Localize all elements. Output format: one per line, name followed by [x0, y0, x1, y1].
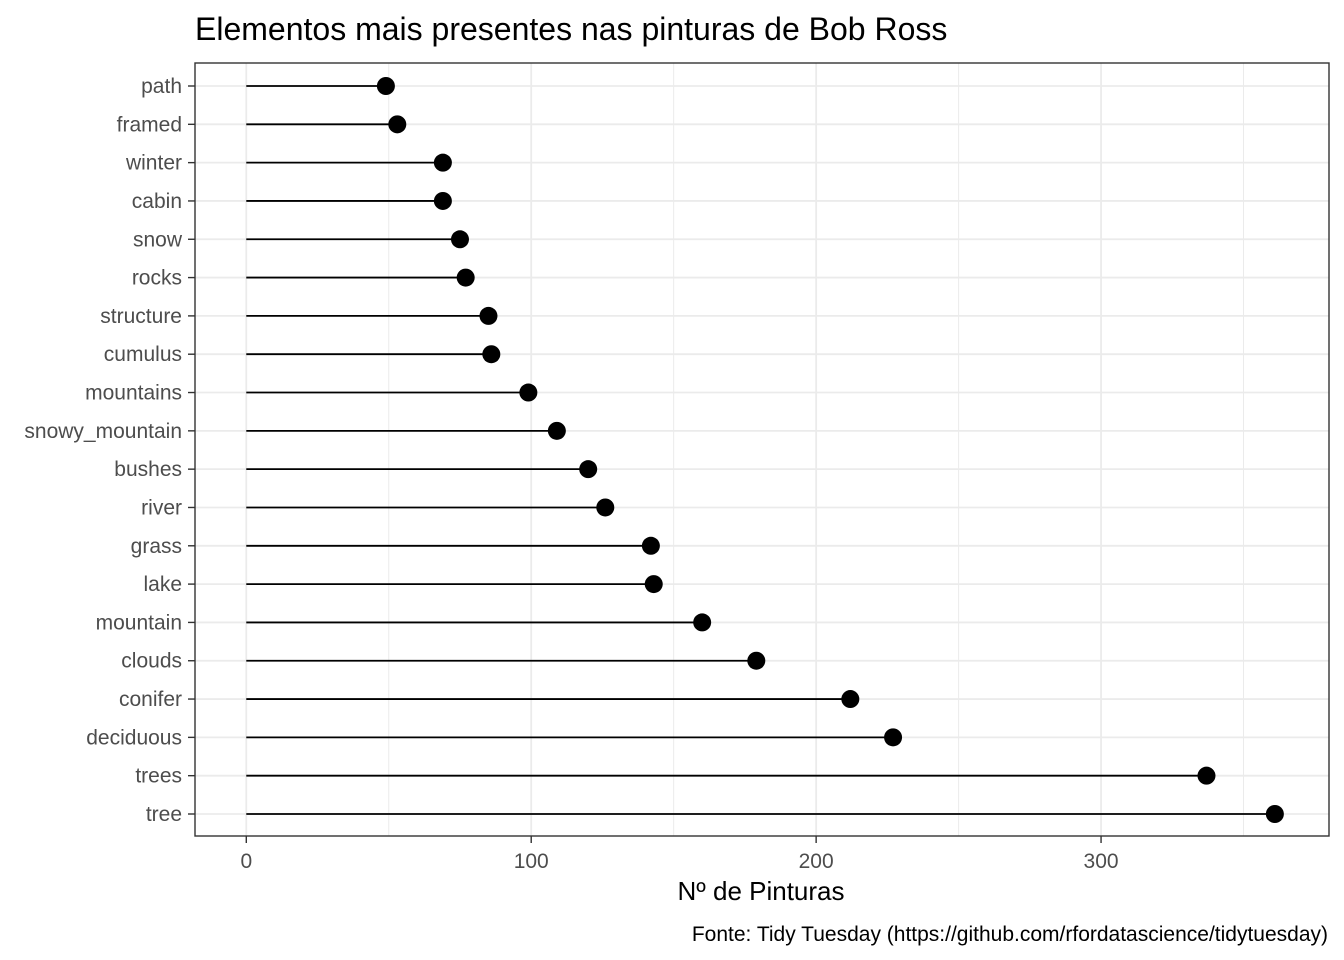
- y-tick-label: rocks: [132, 267, 182, 290]
- x-tick-label: 300: [1084, 850, 1119, 873]
- y-tick-label: snow: [133, 228, 183, 251]
- lollipop-point: [388, 115, 407, 134]
- y-tick-label: river: [141, 496, 182, 519]
- x-tick-label: 0: [240, 850, 252, 873]
- y-tick-label: cabin: [132, 190, 182, 213]
- y-tick-label: winter: [125, 152, 182, 175]
- lollipop-point: [596, 498, 615, 517]
- lollipop-point: [433, 191, 452, 210]
- y-tick-label: mountain: [96, 611, 182, 634]
- grid: [195, 63, 1329, 836]
- lollipop-point: [456, 268, 475, 287]
- x-tick-label: 100: [514, 850, 549, 873]
- y-tick-label: structure: [100, 305, 182, 328]
- lollipop-point: [1265, 805, 1284, 823]
- y-tick-label: lake: [143, 573, 182, 596]
- lollipop-point: [641, 536, 660, 555]
- y-axis: path framed winter cabin snow rocks structure c…: [24, 75, 195, 826]
- y-tick-label: snowy_mountain: [24, 420, 182, 443]
- lollipop-point: [884, 728, 903, 747]
- lollipop-point: [519, 383, 538, 402]
- y-tick-label: clouds: [121, 650, 182, 673]
- y-tick-label: framed: [117, 113, 182, 136]
- lollipop-point: [479, 306, 498, 325]
- y-tick-label: tree: [146, 803, 182, 826]
- lollipop-point: [376, 77, 395, 95]
- lollipop-point: [644, 575, 663, 594]
- x-tick-label: 200: [799, 850, 834, 873]
- panel-border: [194, 62, 1330, 837]
- y-tick-label: cumulus: [104, 343, 182, 366]
- source-caption: Fonte: Tidy Tuesday (https://github.com/…: [692, 923, 1328, 946]
- x-axis-title: Nº de Pinturas: [677, 876, 844, 906]
- lollipop-stems: [246, 85, 1275, 815]
- lollipop-points: [376, 77, 1284, 823]
- y-tick-label: path: [141, 75, 182, 98]
- y-tick-label: grass: [131, 535, 182, 558]
- lollipop-point: [482, 345, 501, 364]
- chart-title: Elementos mais presentes nas pinturas de…: [195, 11, 947, 47]
- lollipop-point: [433, 153, 452, 172]
- y-tick-label: bushes: [114, 458, 182, 481]
- lollipop-point: [841, 690, 860, 709]
- y-tick-label: deciduous: [86, 726, 182, 749]
- x-axis: 0 100 200 300: [240, 836, 1119, 873]
- lollipop-point: [747, 651, 766, 670]
- lollipop-point: [579, 460, 598, 479]
- y-tick-label: mountains: [85, 382, 182, 405]
- y-tick-label: trees: [135, 765, 182, 788]
- lollipop-point: [1197, 766, 1216, 785]
- lollipop-point: [693, 613, 712, 632]
- lollipop-point: [450, 230, 469, 249]
- lollipop-point: [547, 421, 566, 440]
- y-tick-label: conifer: [119, 688, 182, 711]
